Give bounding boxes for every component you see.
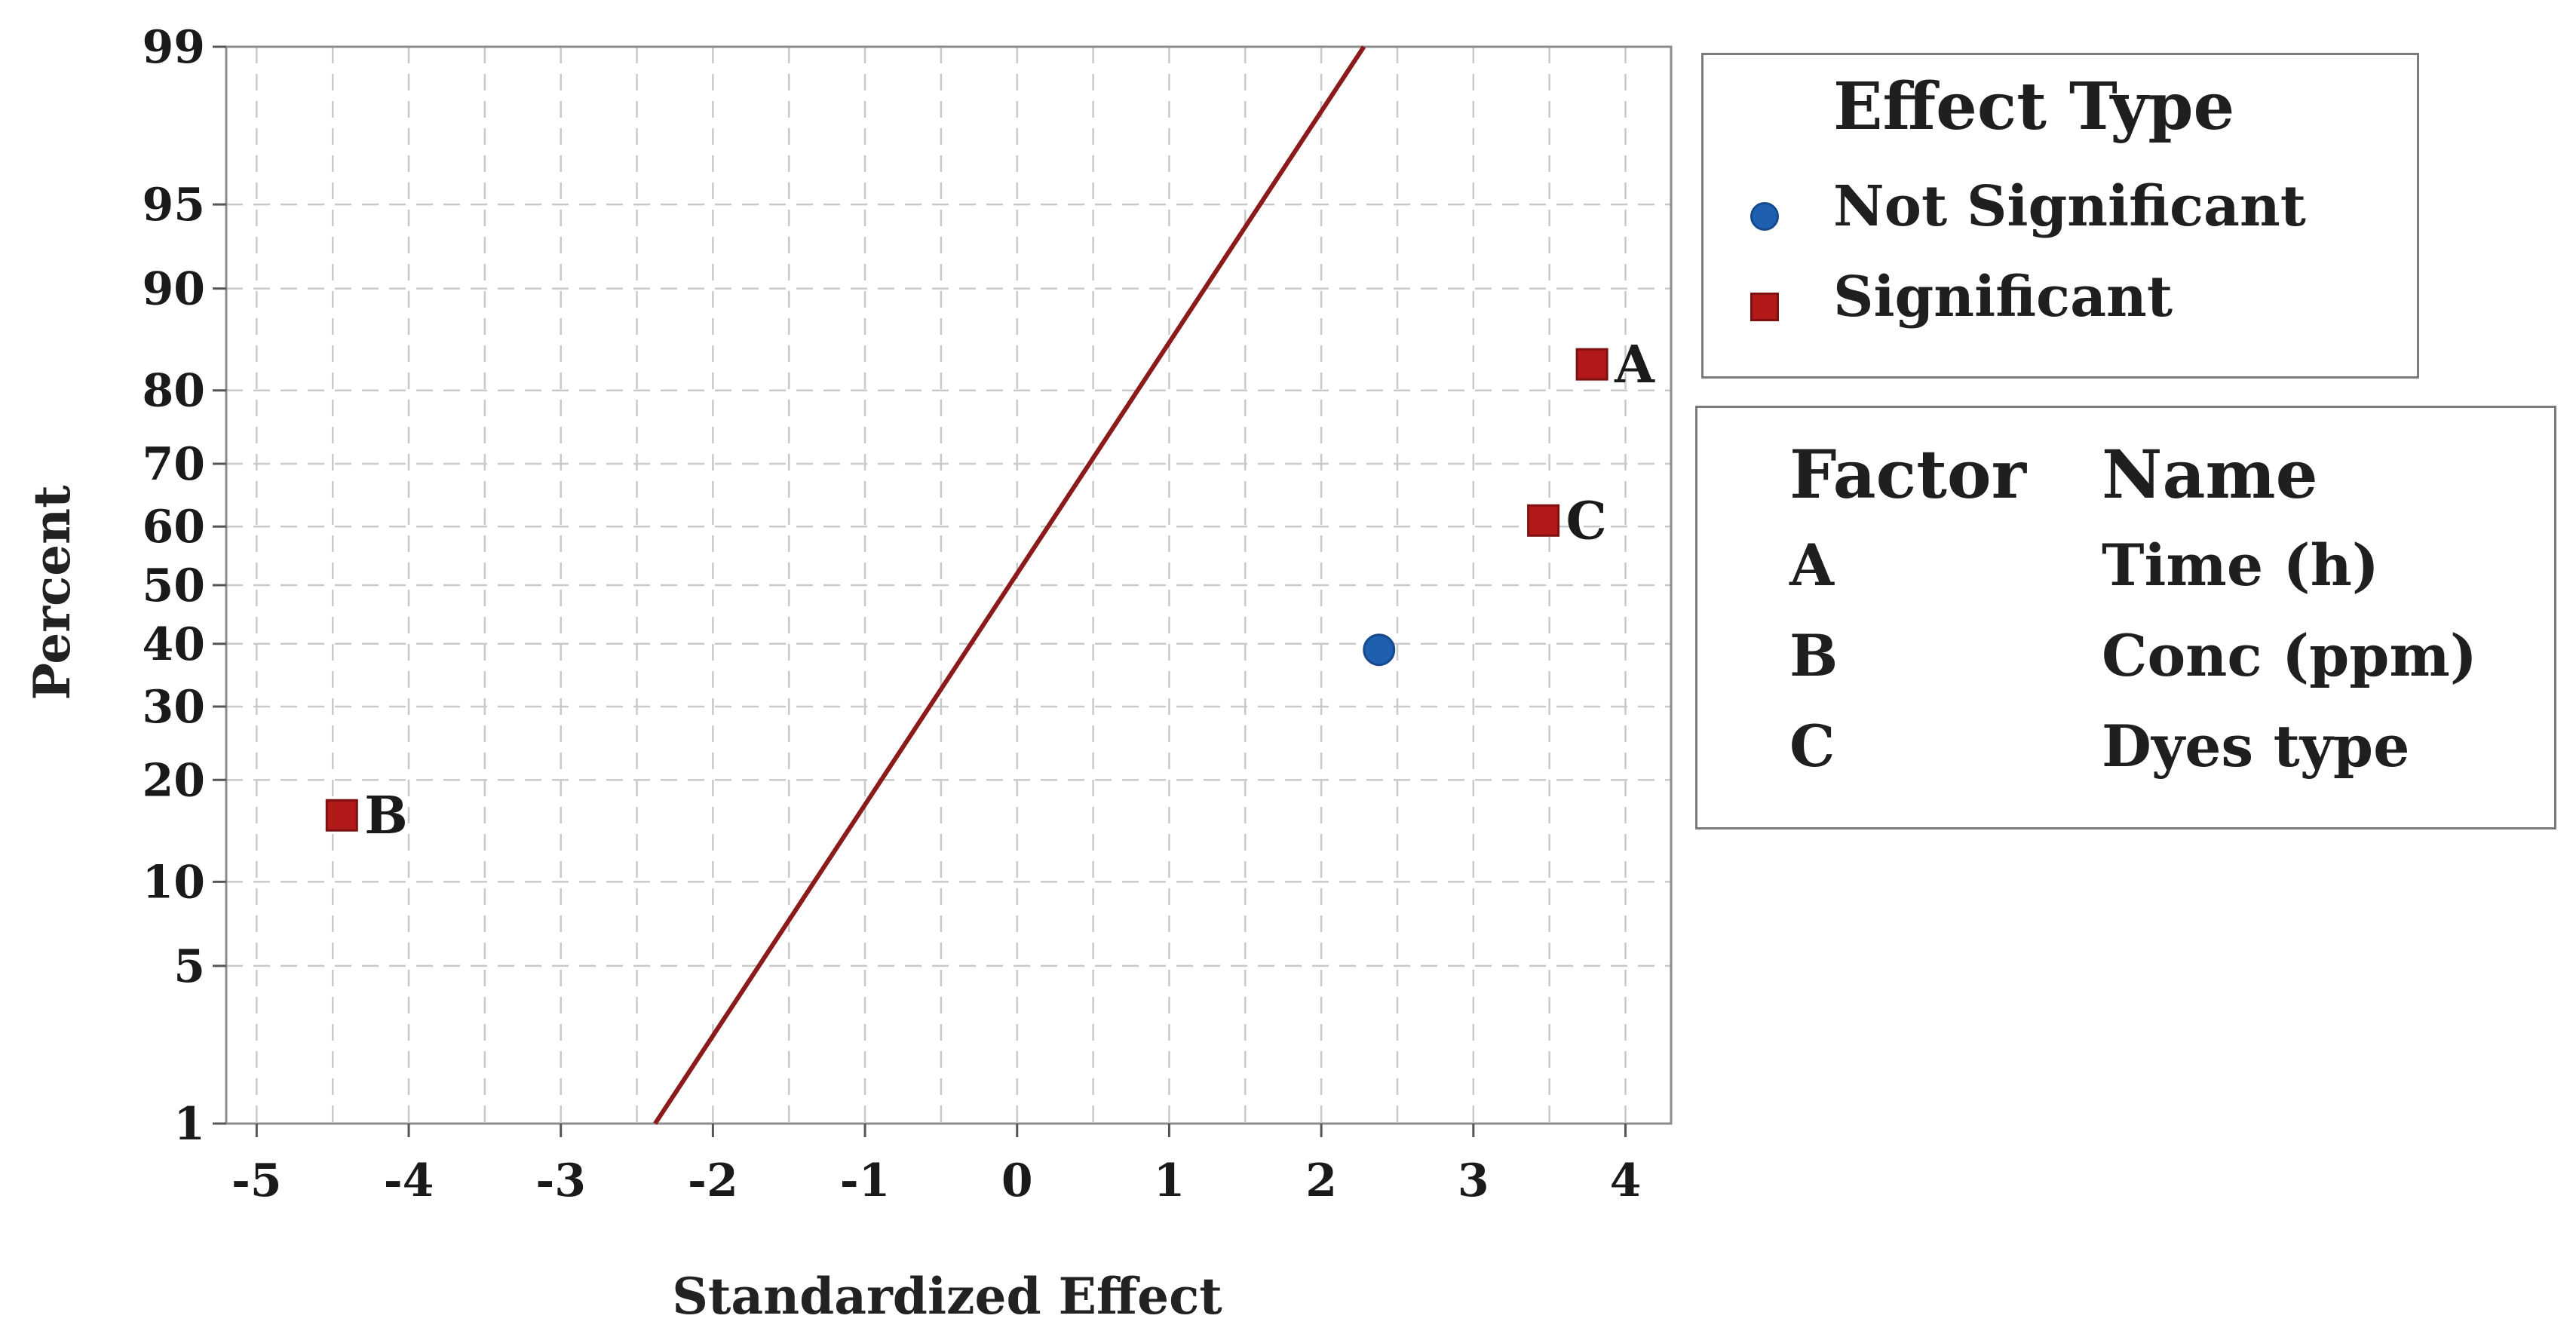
y-axis-title: Percent [23,485,81,701]
x-tick-label: -5 [232,1154,282,1207]
y-tick-label: 99 [143,21,206,74]
name-cell-b: Conc (ppm) [2102,622,2477,689]
y-tick-label: 40 [143,618,206,671]
y-tick-label: 1 [173,1098,205,1151]
name-cell-c: Dyes type [2102,713,2410,780]
y-tick-label: 60 [143,501,206,553]
name-cell-a: Time (h) [2102,532,2379,599]
significant-point [1527,504,1560,537]
factor-cell-c: C [1789,713,1835,780]
x-axis-title: Standardized Effect [672,1267,1222,1326]
axis-ticks: -5 -4 -3 -2 -1 0 1 2 3 4 1 5 10 20 30 40 50 60 70 80 90 95 99 [143,21,1642,1207]
y-tick-label: 50 [143,560,206,612]
y-tick-label: 10 [143,856,206,909]
x-tick-label: -4 [384,1154,434,1207]
legend-title: Effect Type [1833,69,2235,145]
y-tick-label: 80 [143,365,206,418]
effect-type-legend: Effect Type Not Significant Significant [1701,53,2419,379]
reference-line [653,45,1366,1125]
grid-lines [226,47,1671,1125]
y-tick-label: 90 [143,263,206,316]
legend-item-not-significant: Not Significant [1833,174,2306,239]
data-points: A C B [325,335,1655,846]
factor-cell-a: A [1789,532,1834,599]
factor-header: Factor [1789,435,2026,514]
y-tick-label: 70 [143,438,206,491]
x-tick-label: 4 [1610,1154,1642,1207]
factor-cell-b: B [1789,622,1838,689]
name-header: Name [2102,435,2318,514]
significant-marker-icon [1750,293,1779,321]
x-tick-label: 0 [1001,1154,1033,1207]
y-tick-label: 95 [143,179,206,232]
fitted-reference-line [653,45,1366,1125]
y-tick-label: 5 [173,940,205,993]
x-tick-label: 3 [1458,1154,1489,1207]
point-label: A [1614,335,1655,395]
x-tick-label: -3 [535,1154,586,1207]
significant-point [325,799,358,832]
x-tick-label: -1 [840,1154,891,1207]
x-tick-label: 1 [1154,1154,1185,1207]
x-tick-label: -2 [688,1154,738,1207]
not-significant-marker-icon [1750,202,1779,231]
point-label: B [364,786,407,846]
point-label: C [1566,491,1607,551]
factor-name-table: Factor Name A Time (h) B Conc (ppm) C Dy… [1695,406,2556,829]
significant-point [1575,348,1608,381]
x-tick-label: 2 [1305,1154,1337,1207]
legend-item-significant: Significant [1833,265,2173,330]
y-tick-label: 30 [143,681,206,734]
not-significant-point [1363,633,1396,667]
y-tick-label: 20 [143,754,206,807]
